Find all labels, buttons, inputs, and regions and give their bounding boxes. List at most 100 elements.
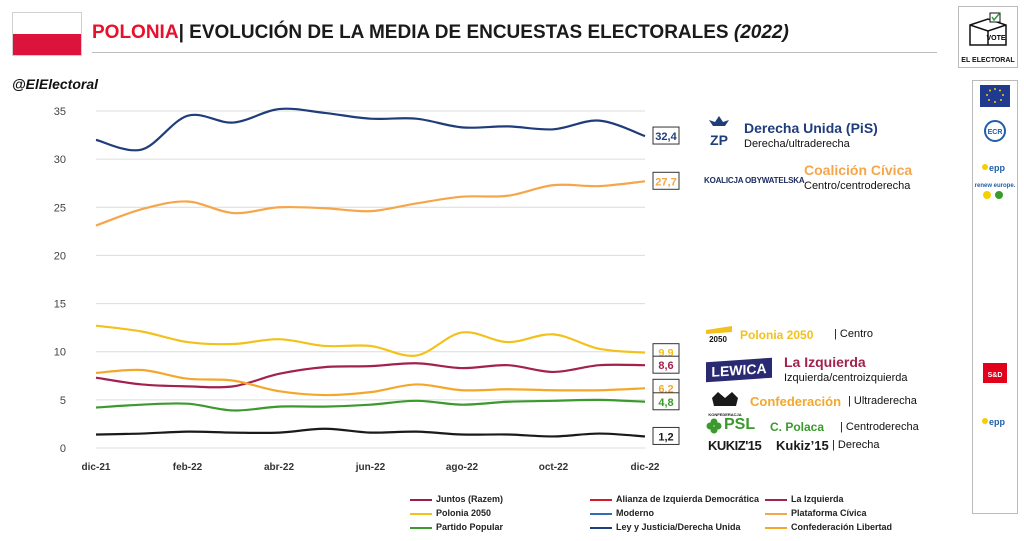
brand-name: EL ELECTORAL (961, 57, 1015, 64)
side-logo-ecr: ECR (988, 129, 1003, 136)
party-name: Kukiz’15 (776, 438, 829, 453)
end-labels: 32,427,79,98,66,24,81,2 (652, 126, 680, 445)
party-name: C. Polaca (770, 420, 825, 434)
x-tick-label: dic-21 (82, 462, 111, 473)
end-label-text: 32,4 (655, 131, 677, 143)
party-name: Coalición Cívica (804, 162, 913, 178)
x-tick-label: dic-22 (631, 462, 660, 473)
end-label: 4,8 (652, 392, 680, 411)
psl-clover-icon (706, 418, 722, 434)
series-line (95, 368, 646, 397)
side-logo-epp: epp (989, 163, 1006, 173)
legend-entry: Juntos (Razem) (410, 494, 503, 504)
poland-flag-icon (12, 12, 82, 56)
ballot-box-icon: VOTE (969, 12, 1007, 46)
legend-entry: Polonia 2050 (410, 508, 491, 518)
legend-swatch (410, 526, 432, 529)
side-logo-sd: S&D (988, 372, 1003, 379)
konfederacja-crown-icon: KONFEDERACJA (708, 392, 742, 417)
end-label-box (652, 126, 680, 145)
party-logo-2050: 2050 (709, 335, 727, 344)
legend-entry: Alianza de Izquierda Democrática (590, 494, 759, 504)
legend-entry: Plataforma Cívica (765, 508, 867, 518)
series-line (95, 398, 646, 412)
party-panel: ZP Derecha Unida (PiS) Derecha/ultradere… (700, 110, 960, 470)
legend-swatch (765, 498, 787, 501)
end-label-box (652, 355, 680, 374)
party-ideology: Izquierda/centroizquierda (784, 372, 908, 384)
end-label: 27,7 (652, 171, 680, 190)
x-axis: dic-21 feb-22 abr-22 jun-22 ago-22 oct-22 dic-… (82, 462, 660, 473)
party-logo-ko: KOALICJA OBYWATELSKA (704, 176, 805, 185)
chart-legend: Juntos (Razem) Alianza de Izquierda Demo… (410, 491, 950, 537)
y-tick-label: 20 (54, 250, 66, 262)
party-name: Confederación (750, 394, 842, 409)
sd-logo-icon (983, 363, 1007, 383)
legend-swatch (410, 498, 432, 501)
eu-flag-icon (980, 85, 1010, 107)
legend-entry: Confederación Libertad (765, 522, 892, 532)
x-tick-label: jun-22 (355, 462, 386, 473)
series-line (95, 324, 646, 357)
title-year: (2022) (733, 22, 789, 43)
vote-label: VOTE (986, 35, 1005, 42)
y-axis: 0 5 10 15 20 25 30 35 (54, 106, 66, 455)
y-tick-label: 15 (54, 299, 66, 311)
party-logo-zp: ZP (710, 132, 728, 148)
ecr-logo-icon (984, 120, 1006, 142)
party-ideology: | Derecha (832, 439, 880, 451)
x-tick-label: oct-22 (539, 462, 569, 473)
y-tick-label: 5 (60, 395, 66, 407)
legend-swatch (765, 526, 787, 529)
side-logo-epp-2: epp (989, 417, 1006, 427)
end-label-box (652, 392, 680, 411)
legend-entry: La Izquierda (765, 494, 844, 504)
legend-swatch (590, 526, 612, 529)
y-tick-label: 35 (54, 106, 66, 118)
x-tick-label: feb-22 (173, 462, 203, 473)
party-ideology: Centro/centroderecha (804, 180, 911, 192)
x-tick-label: ago-22 (446, 462, 479, 473)
twitter-handle: @ElElectoral (12, 76, 99, 92)
chart-series (95, 107, 646, 438)
series-line (95, 362, 646, 389)
party-ideology: Derecha/ultraderecha (744, 138, 850, 150)
country-name: POLONIA (92, 22, 179, 43)
legend-entry: Moderno (590, 508, 654, 518)
end-label-text: 1,2 (658, 431, 673, 443)
y-tick-label: 0 (60, 443, 66, 455)
party-name: La Izquierda (784, 354, 866, 370)
party-logo-konf: KONFEDERACJA (708, 412, 741, 417)
party-logo-kukiz: KUKIZ'15 (708, 438, 762, 453)
series-line (95, 180, 646, 227)
el-electoral-logo: VOTE EL ELECTORAL (958, 6, 1018, 68)
header-divider (92, 52, 937, 53)
eu-groups-strip: ECR epp renew europe. S&D epp (972, 80, 1018, 514)
party-logo-lewica: LEWICA (706, 357, 772, 383)
x-tick-label: abr-22 (264, 462, 294, 473)
series-line (95, 107, 646, 152)
chart-grid (96, 110, 645, 449)
end-label: 32,4 (652, 126, 680, 145)
party-name: Derecha Unida (PiS) (744, 120, 878, 136)
legend-swatch (590, 498, 612, 501)
pl2050-logo-icon: 2050 (706, 326, 732, 344)
eu-stars-icon (986, 88, 1004, 103)
legend-swatch (590, 512, 612, 515)
legend-swatch (765, 512, 787, 515)
y-tick-label: 25 (54, 202, 66, 214)
end-label-text: 8,6 (658, 360, 673, 372)
legend-entry: Partido Popular (410, 522, 503, 532)
legend-entry: Ley y Justicia/Derecha Unida (590, 522, 741, 532)
zp-eagle-icon: ZP (709, 116, 729, 148)
side-logo-renew: renew europe. (975, 183, 1016, 189)
end-label-text: 4,8 (658, 397, 673, 409)
page-title: POLONIA| EVOLUCIÓN DE LA MEDIA DE ENCUES… (92, 22, 789, 44)
series-line (95, 427, 646, 438)
title-text: EVOLUCIÓN DE LA MEDIA DE ENCUESTAS ELECT… (189, 22, 729, 43)
end-label-box (652, 426, 680, 445)
end-label-box (652, 171, 680, 190)
title-separator: | (178, 22, 184, 43)
y-tick-label: 30 (54, 154, 66, 166)
